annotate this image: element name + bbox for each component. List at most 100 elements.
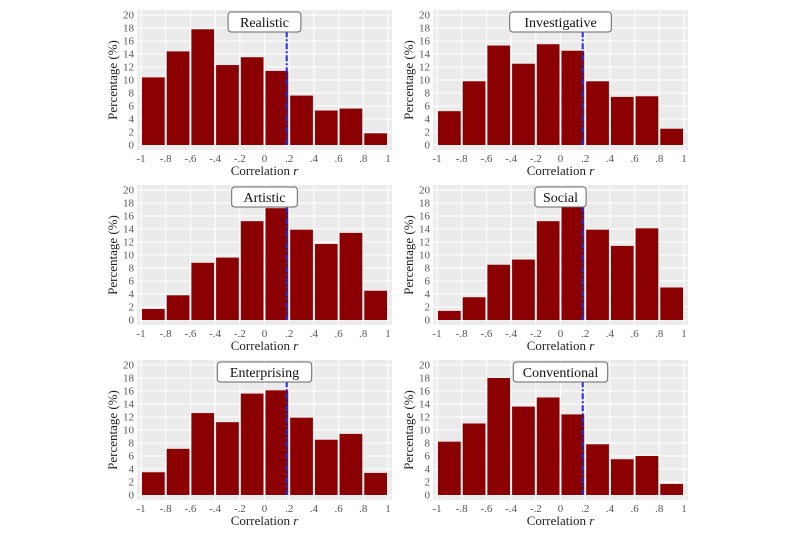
histogram-bar — [314, 110, 338, 145]
x-tick-label: .6 — [630, 503, 639, 515]
x-tick-label: -.6 — [184, 153, 196, 165]
x-tick-label: 1 — [385, 503, 391, 515]
x-tick-label: .6 — [630, 153, 639, 165]
x-tick-label: .4 — [310, 503, 319, 515]
y-tick-label: 2 — [129, 127, 135, 139]
histogram-bar — [191, 29, 215, 145]
y-tick-label: 10 — [419, 425, 431, 437]
x-tick-label: -.6 — [184, 328, 196, 340]
y-tick-label: 20 — [123, 185, 135, 197]
x-tick-label: .2 — [581, 153, 589, 165]
x-tick-label: .6 — [334, 328, 343, 340]
y-tick-label: 18 — [419, 373, 431, 385]
y-tick-label: 10 — [419, 75, 431, 87]
x-tick-label: -.8 — [456, 328, 468, 340]
y-tick-label: 2 — [425, 127, 431, 139]
x-tick-label: .6 — [334, 503, 343, 515]
x-axis-label: Correlation r — [231, 513, 299, 528]
y-tick-label: 0 — [425, 490, 431, 502]
y-tick-label: 18 — [123, 198, 135, 210]
panel-title-box — [512, 361, 609, 383]
x-tick-label: 1 — [681, 503, 687, 515]
x-axis-label: Correlation r — [231, 338, 299, 353]
y-tick-label: 4 — [425, 114, 431, 126]
y-tick-label: 10 — [419, 250, 431, 262]
histogram-bar — [339, 232, 363, 320]
histogram-bar — [635, 228, 659, 320]
histogram-bar — [265, 208, 289, 320]
x-tick-label: .4 — [606, 503, 615, 515]
y-tick-label: 4 — [129, 464, 135, 476]
x-tick-label: -.2 — [530, 153, 542, 165]
y-tick-label: 16 — [123, 211, 135, 223]
x-tick-label: -1 — [432, 328, 441, 340]
y-tick-label: 16 — [419, 36, 431, 48]
y-tick-label: 6 — [425, 451, 431, 463]
histogram-bar — [166, 448, 190, 495]
x-axis-label: Correlation r — [527, 513, 595, 528]
y-tick-label: 10 — [123, 250, 135, 262]
x-tick-label: -.6 — [480, 503, 492, 515]
x-tick-label: -.8 — [160, 328, 172, 340]
y-tick-label: 14 — [419, 399, 431, 411]
histogram-bar — [660, 483, 683, 495]
x-tick-label: -.6 — [480, 328, 492, 340]
x-tick-label: -1 — [136, 328, 145, 340]
y-tick-label: 10 — [123, 75, 135, 87]
y-tick-label: 20 — [123, 360, 135, 372]
histogram-bar — [487, 45, 511, 145]
panel-title-box — [231, 186, 298, 208]
histogram-bar — [166, 295, 190, 320]
histogram-bar — [561, 50, 585, 145]
x-tick-label: 0 — [262, 153, 268, 165]
y-tick-label: 16 — [419, 386, 431, 398]
x-tick-label: 1 — [681, 153, 687, 165]
panel-title: Investigative — [524, 16, 596, 31]
y-tick-label: 20 — [419, 185, 431, 197]
y-tick-label: 6 — [129, 451, 135, 463]
histogram-bar — [240, 393, 264, 495]
histogram-bar — [265, 390, 289, 495]
y-tick-label: 8 — [129, 438, 135, 450]
y-tick-label: 6 — [129, 276, 135, 288]
x-tick-label: .6 — [334, 153, 343, 165]
x-tick-label: -.2 — [530, 328, 542, 340]
histogram-bar — [290, 417, 313, 495]
y-tick-label: 14 — [419, 49, 431, 61]
histogram-bar — [191, 262, 215, 320]
histogram-bar — [216, 257, 239, 320]
y-tick-label: 8 — [425, 88, 431, 100]
x-tick-label: 0 — [262, 328, 268, 340]
x-tick-label: -.8 — [456, 503, 468, 515]
histogram-bar — [512, 63, 535, 145]
x-tick-label: .4 — [310, 153, 319, 165]
histogram-bar — [586, 444, 609, 495]
x-tick-label: -.4 — [505, 503, 517, 515]
x-tick-label: .8 — [655, 153, 664, 165]
y-tick-label: 8 — [425, 438, 431, 450]
histogram-bar — [364, 472, 387, 495]
y-tick-label: 0 — [425, 140, 431, 152]
histogram-bar — [586, 81, 609, 145]
histogram-bar — [364, 290, 387, 320]
y-tick-label: 14 — [123, 399, 135, 411]
x-tick-label: 1 — [385, 328, 391, 340]
y-tick-label: 12 — [419, 237, 430, 249]
histogram-bar — [290, 229, 313, 320]
histogram-bar — [536, 44, 560, 145]
y-tick-label: 18 — [123, 373, 135, 385]
panel-title-box — [534, 186, 587, 208]
y-tick-label: 6 — [129, 101, 135, 113]
y-axis-label: Percentage (%) — [401, 390, 416, 470]
x-tick-label: .8 — [359, 503, 368, 515]
histogram-bar — [462, 81, 486, 145]
histogram-bar — [438, 310, 461, 320]
x-tick-label: -.8 — [456, 153, 468, 165]
histogram-bar — [339, 433, 363, 495]
histogram-bar — [512, 259, 535, 320]
y-tick-label: 2 — [129, 477, 135, 489]
x-tick-label: .2 — [285, 328, 293, 340]
